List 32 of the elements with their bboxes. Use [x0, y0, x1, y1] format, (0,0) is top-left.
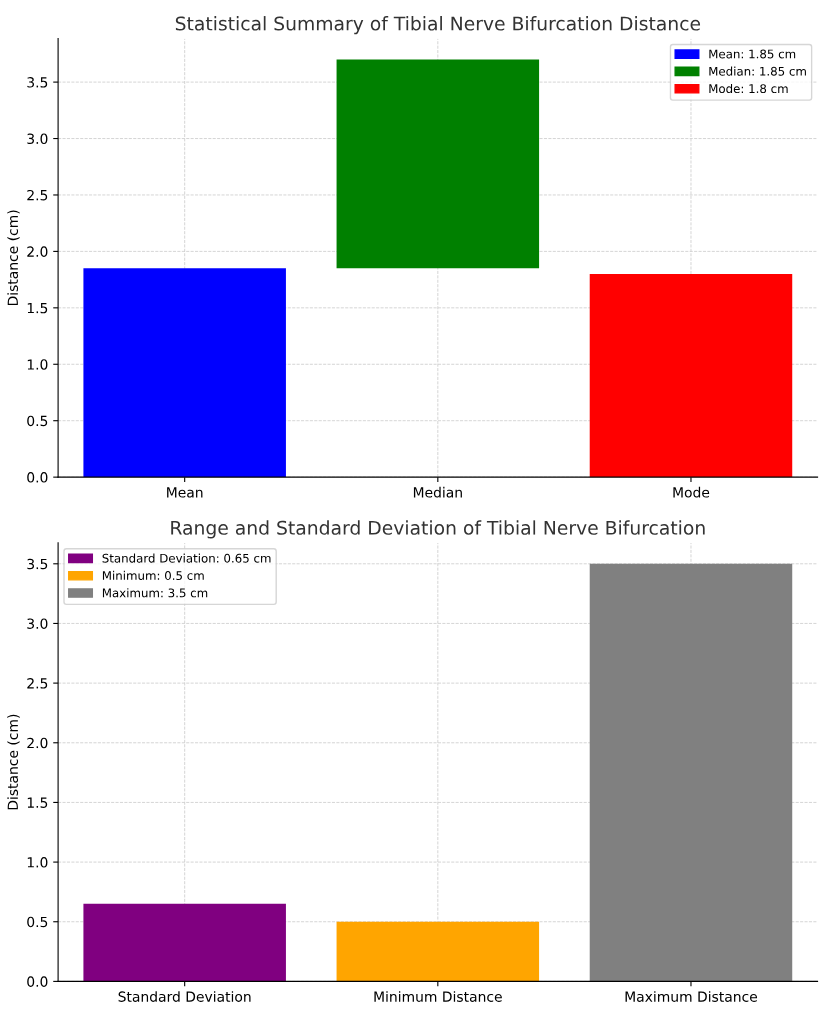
legend-label: Maximum: 3.5 cm [102, 588, 208, 598]
x-tick-label: Maximum Distance [625, 991, 758, 1002]
y-tick-label: 1.0 [27, 359, 48, 370]
legend-label: Mode: 1.8 cm [709, 83, 788, 94]
legend-label: Mean: 1.85 cm [709, 49, 796, 59]
chart-title: Statistical Summary of Tibial Nerve Bifurcation Distance [175, 16, 701, 35]
y-tick-label: 2.5 [27, 189, 48, 201]
legend-label: Minimum: 0.5 cm [102, 570, 204, 580]
y-axis-title: Distance (cm) [7, 714, 20, 810]
legend-label: Standard Deviation: 0.65 cm [102, 553, 271, 563]
y-tick-label: 2.0 [27, 737, 48, 749]
y-tick-label: 3.5 [27, 77, 48, 88]
y-tick-label: 3.0 [27, 133, 48, 145]
chart-title: Range and Standard Deviation of Tibial Nerve Bifurcation [171, 520, 705, 539]
y-tick-label: 0.0 [27, 976, 48, 987]
y-tick-label: 2.5 [27, 678, 48, 689]
y-tick-label: 1.5 [27, 302, 48, 314]
y-axis-title: Distance (cm) [7, 210, 20, 306]
y-tick-label: 1.5 [27, 797, 48, 808]
y-tick-label: 1.0 [27, 857, 48, 868]
y-tick-label: 0.5 [27, 415, 48, 427]
y-tick-label: 2.0 [27, 246, 48, 257]
y-tick-label: 3.0 [27, 618, 48, 629]
legend-label: Median: 1.85 cm [709, 66, 806, 76]
x-tick-label: Minimum Distance [374, 991, 502, 1002]
y-tick-label: 0.5 [27, 916, 48, 928]
x-tick-label: Mode [673, 486, 710, 498]
x-tick-label: Standard Deviation [118, 991, 251, 1002]
y-tick-label: 3.5 [27, 558, 48, 570]
x-tick-label: Median [413, 486, 462, 498]
x-tick-label: Mean [167, 487, 203, 498]
y-tick-label: 0.0 [27, 472, 48, 483]
